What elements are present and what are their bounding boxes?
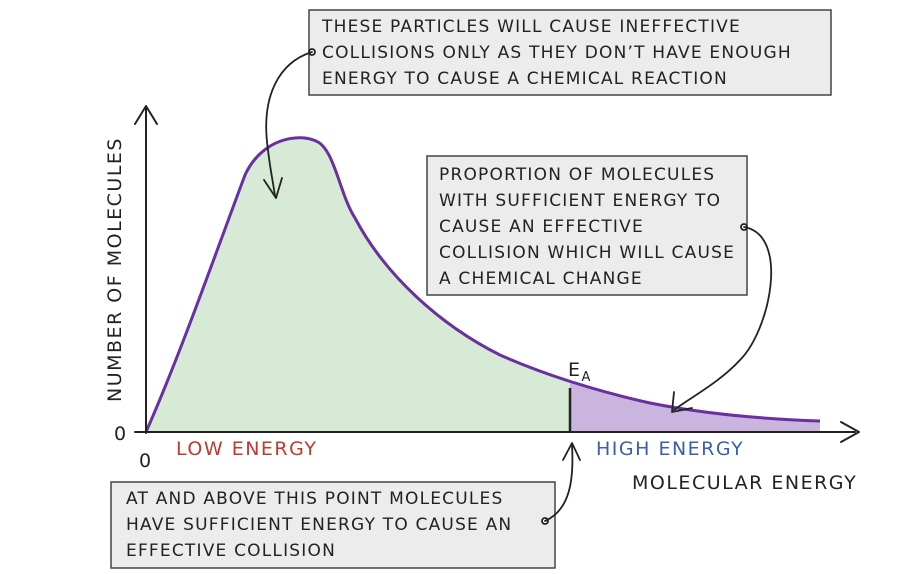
note-top: THESE PARTICLES WILL CAUSE INEFFECTIVE C… [308, 9, 832, 96]
y-axis-arrow-icon [134, 105, 158, 125]
note-bottom-line-1: AT AND ABOVE THIS POINT MOLECULES [126, 489, 504, 509]
note-right-line-5: A CHEMICAL CHANGE [439, 269, 643, 289]
note-right: PROPORTION OF MOLECULES WITH SUFFICIENT … [426, 155, 748, 296]
note-top-line-1: THESE PARTICLES WILL CAUSE INEFFECTIVE [321, 17, 741, 37]
note-bottom-arrow-head-icon [562, 442, 581, 461]
x-axis-arrow-icon [840, 421, 860, 443]
note-right-arrow [673, 226, 773, 411]
note-top-line-2: COLLISIONS ONLY AS THEY DON’T HAVE ENOUG… [322, 43, 792, 63]
x-axis-label: MOLECULAR ENERGY [632, 472, 857, 494]
note-right-line-1: PROPORTION OF MOLECULES [439, 165, 715, 185]
note-top-arrow [265, 51, 313, 197]
high-energy-area [570, 381, 820, 432]
note-right-arrow-head-icon [671, 391, 693, 413]
note-right-line-4: COLLISION WHICH WILL CAUSE [439, 243, 735, 263]
note-bottom: AT AND ABOVE THIS POINT MOLECULES HAVE S… [110, 481, 556, 569]
origin-x-label: 0 [139, 450, 153, 472]
low-energy-area [146, 137, 570, 432]
note-bottom-line-2: HAVE SUFFICIENT ENERGY TO CAUSE AN [126, 515, 512, 535]
low-energy-label: LOW ENERGY [176, 438, 318, 460]
high-energy-label: HIGH ENERGY [596, 438, 744, 460]
note-top-line-3: ENERGY TO CAUSE A CHEMICAL REACTION [322, 69, 728, 89]
note-right-line-3: CAUSE AN EFFECTIVE [439, 217, 644, 237]
activation-energy-label: EA [568, 359, 592, 385]
axes [134, 105, 860, 443]
note-top-arrow-head-icon [263, 177, 283, 199]
origin-y-label: 0 [114, 423, 128, 445]
note-right-line-2: WITH SUFFICIENT ENERGY TO [439, 191, 721, 211]
note-bottom-arrow [544, 444, 574, 522]
note-bottom-line-3: EFFECTIVE COLLISION [126, 541, 336, 561]
distribution-curve [144, 136, 821, 433]
connectors [263, 48, 773, 525]
y-axis-label: NUMBER OF MOLECULES [104, 137, 126, 402]
